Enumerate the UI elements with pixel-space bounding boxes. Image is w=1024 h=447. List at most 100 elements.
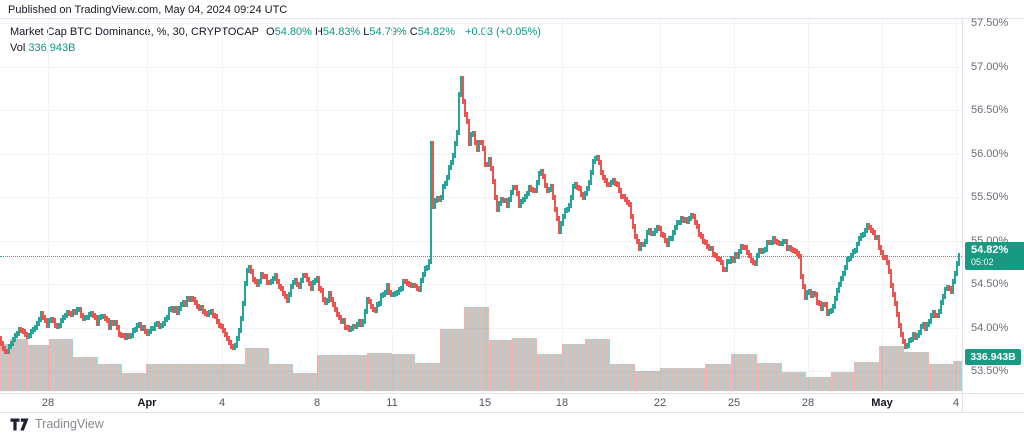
candle-bar (62, 314, 64, 324)
grid-line-horizontal (0, 327, 962, 329)
candle-bar (26, 332, 28, 340)
candle-bar (66, 309, 68, 318)
candle-bar (928, 319, 930, 328)
candle-bar (650, 228, 652, 236)
candle-bar (396, 290, 398, 297)
candle-bar (126, 332, 128, 341)
candle-bar (660, 226, 662, 237)
candle-bar (38, 317, 40, 327)
candle-bar (532, 187, 534, 194)
candle-bar (82, 313, 84, 321)
candle-bar (932, 310, 934, 318)
price-axis-label: 53.50% (971, 365, 1009, 377)
candle-bar (6, 348, 8, 355)
candle-bar (554, 195, 556, 213)
candle-bar (858, 235, 860, 247)
candle-bar (920, 324, 922, 335)
candle-bar (580, 186, 582, 197)
candle-bar (242, 300, 244, 321)
candle-bar (750, 252, 752, 264)
candle-bar (806, 289, 808, 301)
candle-bar (150, 326, 152, 335)
candle-bar (70, 310, 72, 317)
candle-bar (262, 272, 264, 280)
candle-bar (328, 291, 330, 303)
candle-bar (888, 260, 890, 275)
candle-bar (408, 281, 410, 287)
candle-bar (534, 188, 536, 194)
candle-bar (108, 317, 110, 330)
candle-bar (288, 292, 290, 303)
candle-bar (638, 239, 640, 251)
candle-bar (480, 139, 482, 145)
volume-block (49, 339, 73, 391)
candle-bar (610, 179, 612, 188)
candle-bar (662, 232, 664, 239)
plot-area[interactable]: Market Cap BTC Dominance, %, 30, CRYPTOC… (0, 19, 963, 394)
candle-bar (882, 250, 884, 260)
candle-bar (448, 165, 450, 181)
candle-bar (224, 327, 226, 338)
footer: TradingView (10, 417, 104, 431)
candle-bar (158, 321, 160, 329)
candle-bar (560, 220, 562, 234)
candle-bar (200, 304, 202, 311)
candle-bar (290, 284, 292, 297)
candle-bar (482, 139, 484, 151)
candle-bar (760, 247, 762, 255)
candle-bar (686, 216, 688, 224)
candle-bar (672, 230, 674, 241)
candle-bar (626, 196, 628, 206)
candle-bar (456, 130, 458, 146)
candle-bar (816, 291, 818, 305)
candle-bar (782, 239, 784, 246)
grid-line-vertical (392, 19, 393, 391)
candle-bar (98, 315, 100, 327)
candle-bar (24, 329, 26, 338)
candle-bar (530, 184, 532, 193)
candle-bar (128, 332, 130, 340)
last-price-badge: 54.82% 05:02 (965, 242, 1024, 271)
candle-bar (292, 279, 294, 290)
candle-bar (784, 238, 786, 245)
candle-bar (18, 327, 20, 336)
candle-bar (120, 331, 122, 338)
time-axis-label: 18 (555, 397, 569, 409)
candle-bar (220, 322, 222, 329)
candle-bar (948, 284, 950, 291)
candle-bar (742, 243, 744, 251)
candle-bar (632, 214, 634, 229)
candle-bar (194, 296, 196, 305)
candle-bar (944, 286, 946, 300)
candle-bar (896, 301, 898, 318)
candle-bar (766, 239, 768, 253)
candle-bar (334, 302, 336, 313)
candle-bar (78, 306, 80, 312)
tradingview-logo-icon[interactable] (10, 418, 29, 431)
candle-bar (622, 193, 624, 200)
volume-block (245, 347, 269, 391)
candle-bar (938, 308, 940, 319)
grid-line-horizontal (0, 284, 962, 285)
tradingview-brand[interactable]: TradingView (35, 417, 104, 431)
candle-bar (216, 314, 218, 324)
time-axis[interactable]: 28 Apr 4 8 11 15 18 22 25 28 May 4 (0, 393, 1024, 413)
candle-bar (852, 249, 854, 259)
volume-block (293, 373, 317, 391)
price-axis-label: 54.00% (971, 321, 1009, 334)
candle-bar (582, 191, 584, 201)
candle-bar (332, 297, 334, 308)
volume-block (585, 339, 610, 391)
candle-bar (906, 343, 908, 350)
price-axis[interactable]: 57.50% 57.00% 56.50% 56.00% 55.50% 55.00% 54.5… (963, 17, 1024, 394)
candle-bar (574, 182, 576, 190)
candle-bar (376, 302, 378, 313)
candle-bar (604, 174, 606, 183)
price-axis-label: 56.00% (971, 147, 1009, 160)
candle-bar (800, 253, 802, 279)
candle-bar (838, 281, 840, 293)
candle-bar (576, 182, 578, 191)
candle-bar (354, 323, 356, 329)
candle-bar (778, 240, 780, 247)
